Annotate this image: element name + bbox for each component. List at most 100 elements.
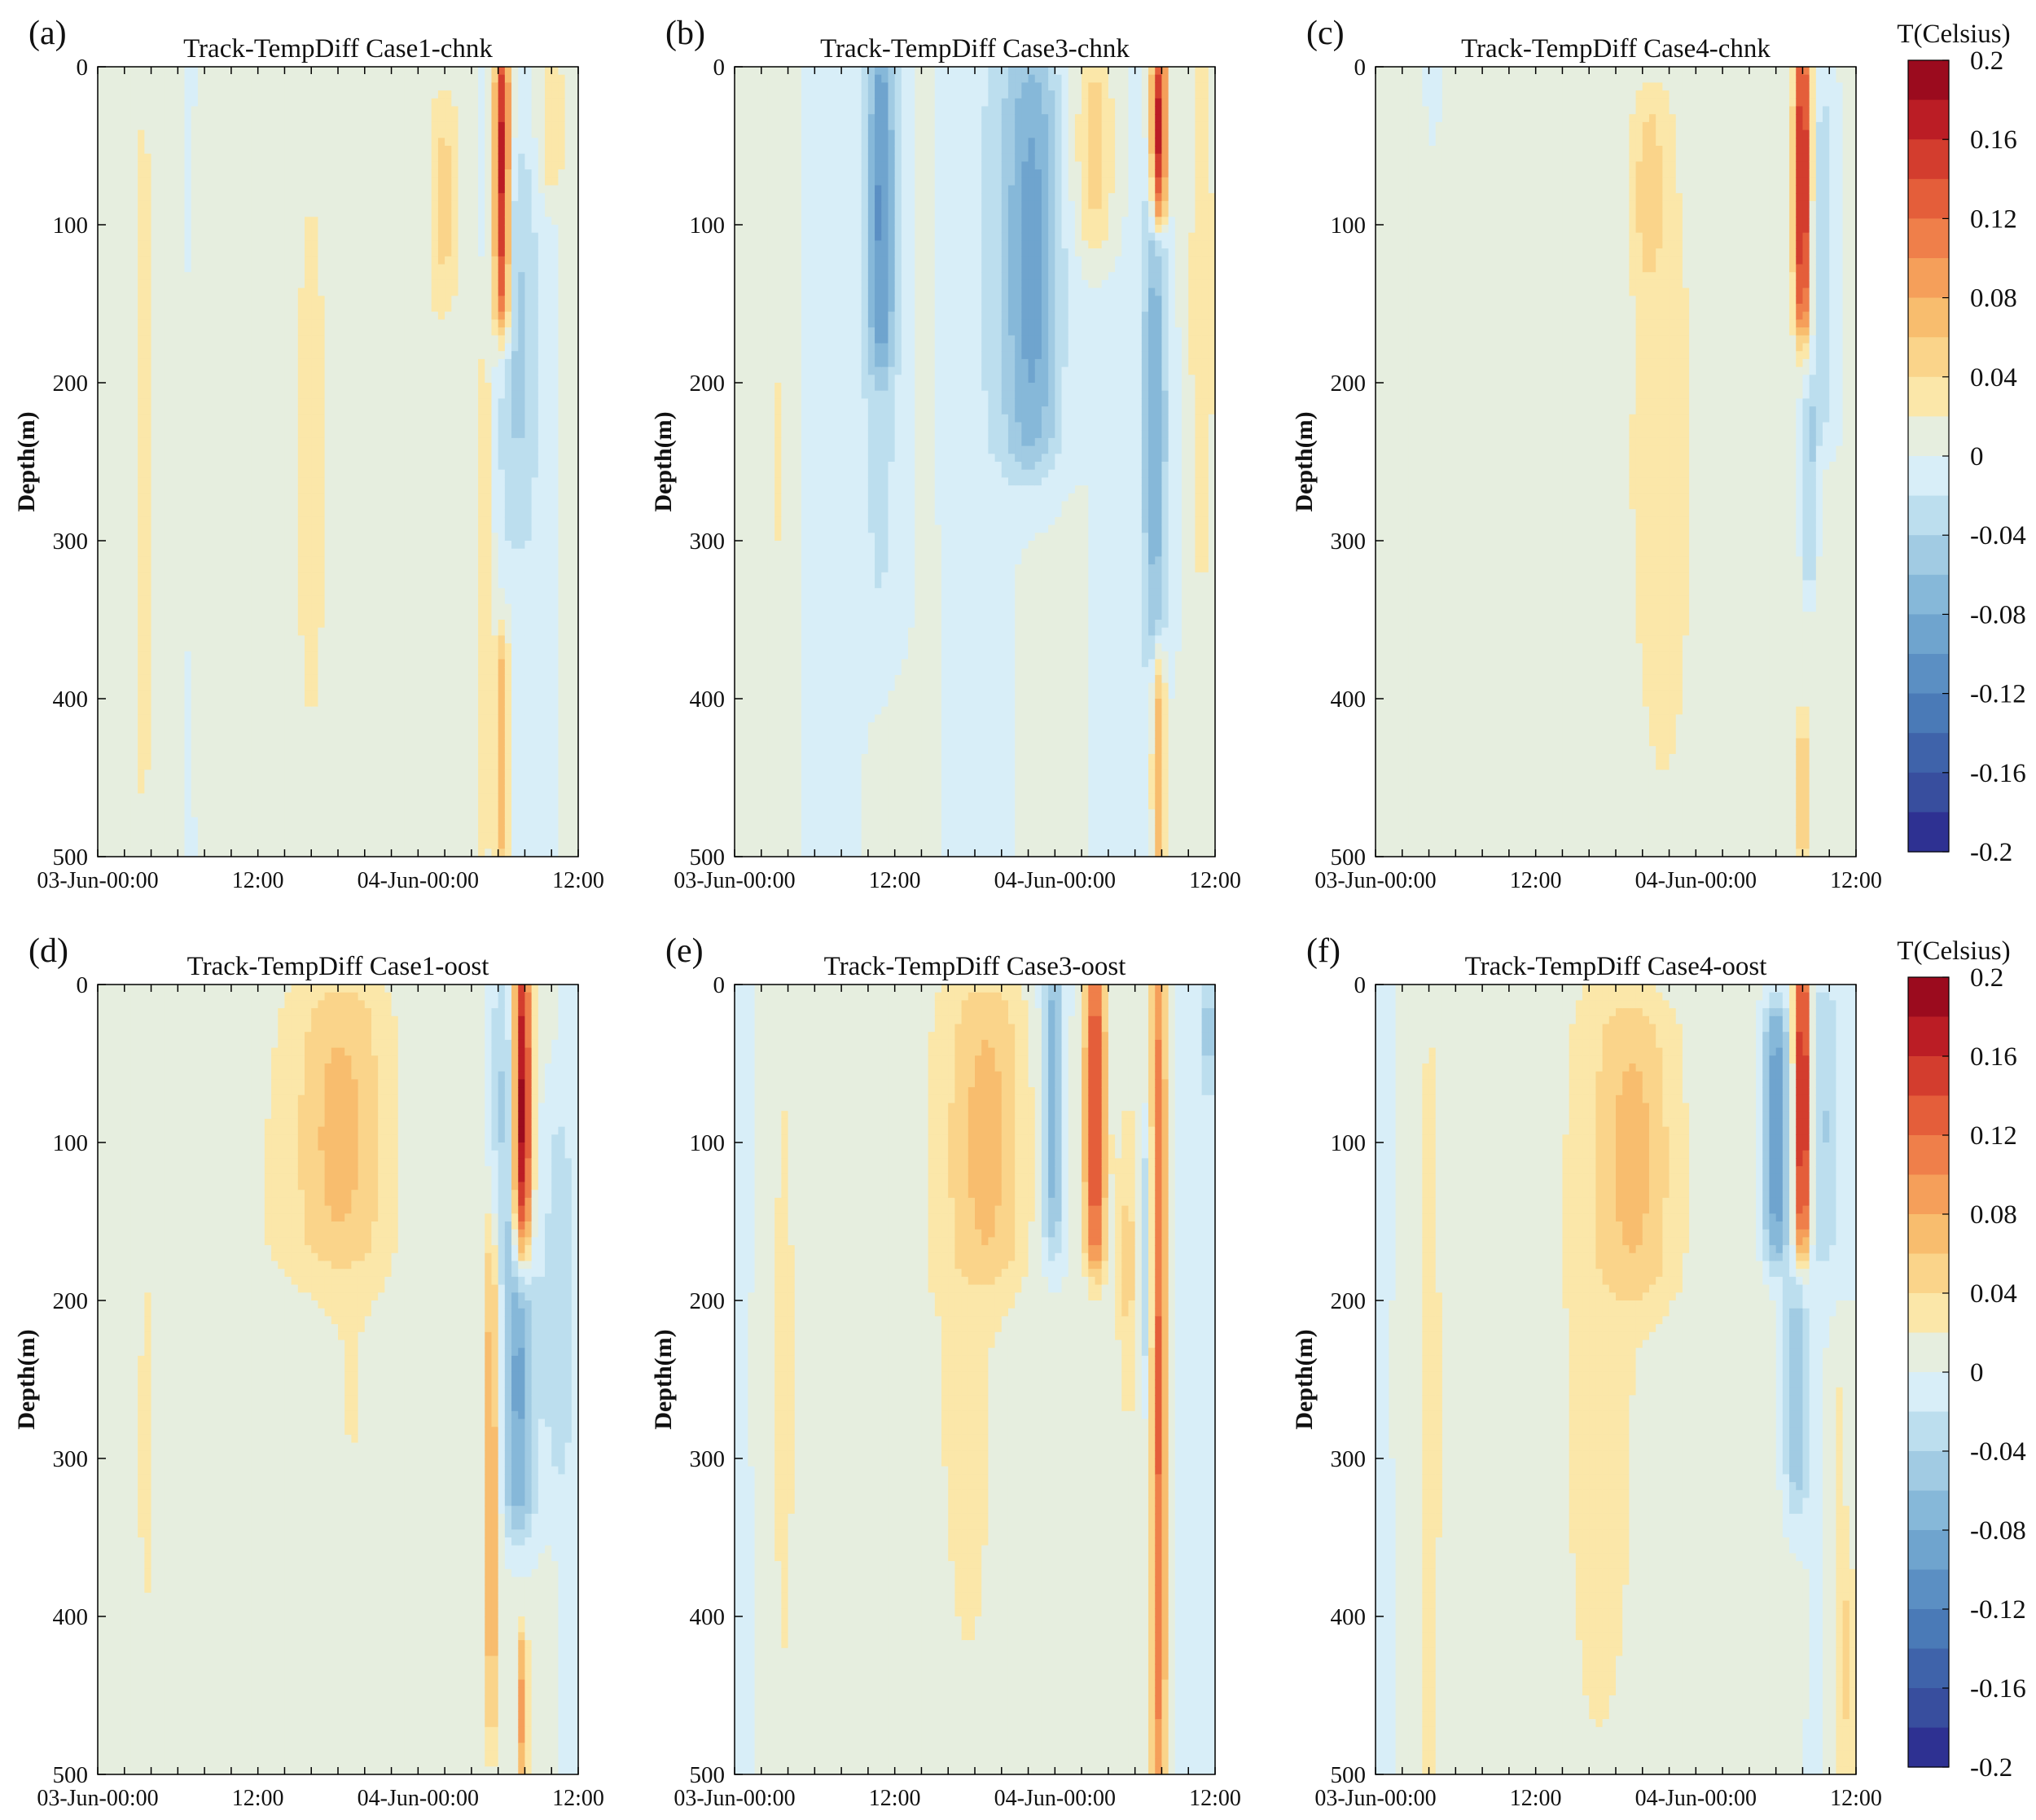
heatmap-cell (371, 138, 379, 147)
heatmap-cell (238, 493, 245, 502)
heatmap-cell (418, 493, 426, 502)
heatmap-cell (318, 146, 326, 155)
heatmap-cell (264, 343, 272, 352)
heatmap-cell (264, 272, 272, 281)
heatmap-cell (404, 114, 412, 123)
heatmap-cell (384, 524, 393, 533)
heatmap-cell (111, 153, 119, 162)
heatmap-cell (331, 556, 339, 565)
heatmap-cell (384, 153, 393, 162)
heatmap-cell (324, 208, 332, 217)
heatmap-cell (217, 311, 226, 320)
heatmap-cell (144, 706, 152, 715)
heatmap-cell (157, 90, 165, 99)
heatmap-cell (224, 849, 232, 857)
heatmap-cell (318, 358, 326, 368)
heatmap-cell (117, 232, 125, 241)
heatmap-cell (130, 256, 138, 265)
heatmap-cell (404, 319, 412, 328)
heatmap-cell (251, 161, 259, 170)
heatmap-cell (324, 785, 332, 794)
heatmap-cell (230, 264, 239, 273)
heatmap-cell (230, 106, 239, 115)
heatmap-cell (391, 627, 399, 636)
heatmap-cell (244, 643, 252, 652)
heatmap-cell (204, 620, 212, 629)
heatmap-cell (191, 603, 199, 612)
heatmap-cell (244, 335, 252, 344)
heatmap-cell (271, 193, 279, 202)
heatmap-cell (284, 74, 292, 83)
heatmap-cell (104, 208, 112, 217)
heatmap-cell (257, 264, 265, 273)
heatmap-cell (217, 580, 226, 589)
heatmap-cell (305, 493, 312, 502)
heatmap-cell (371, 287, 379, 296)
heatmap-cell (138, 106, 145, 115)
heatmap-cell (397, 445, 406, 454)
heatmap-cell (318, 706, 326, 715)
heatmap-cell (311, 730, 319, 739)
heatmap-cell (278, 121, 286, 131)
heatmap-cell (391, 264, 399, 273)
heatmap-cell (291, 603, 299, 612)
heatmap-cell (344, 90, 352, 99)
heatmap-cell (397, 501, 406, 510)
heatmap-cell (184, 343, 192, 352)
heatmap-cell (238, 161, 245, 170)
heatmap-cell (104, 90, 112, 99)
heatmap-cell (351, 469, 359, 478)
heatmap-cell (98, 738, 105, 747)
heatmap-cell (111, 627, 119, 636)
heatmap-cell (257, 161, 265, 170)
heatmap-cell (318, 699, 326, 708)
heatmap-cell (257, 840, 265, 849)
heatmap-cell (217, 477, 226, 486)
heatmap-cell (144, 667, 152, 676)
heatmap-cell (151, 761, 159, 770)
heatmap-cell (338, 770, 345, 778)
heatmap-cell (191, 82, 199, 91)
heatmap-cell (291, 82, 299, 91)
heatmap-cell (171, 753, 178, 763)
heatmap-cell (151, 225, 159, 234)
heatmap-cell (331, 746, 339, 755)
heatmap-cell (364, 627, 372, 636)
heatmap-cell (384, 240, 393, 249)
heatmap-cell (278, 185, 286, 194)
heatmap-cell (238, 651, 245, 660)
heatmap-cell (224, 595, 232, 605)
heatmap-cell (130, 699, 138, 708)
heatmap-cell (418, 406, 426, 415)
heatmap-cell (98, 469, 105, 478)
heatmap-cell (305, 335, 312, 344)
heatmap-cell (397, 129, 406, 138)
heatmap-cell (171, 437, 178, 447)
heatmap-cell (224, 659, 232, 668)
heatmap-cell (297, 746, 305, 755)
heatmap-cell (111, 351, 119, 360)
heatmap-cell (244, 548, 252, 557)
heatmap-cell (351, 817, 359, 826)
heatmap-cell (191, 272, 199, 281)
heatmap-cell (171, 501, 178, 510)
heatmap-cell (404, 524, 412, 533)
heatmap-cell (104, 564, 112, 573)
heatmap-cell (278, 691, 286, 699)
heatmap-cell (151, 699, 159, 708)
heatmap-cell (418, 177, 426, 186)
heatmap-cell (224, 296, 232, 305)
heatmap-cell (424, 548, 432, 557)
heatmap-cell (284, 279, 292, 289)
heatmap-cell (191, 595, 199, 605)
heatmap-cell (197, 327, 205, 336)
heatmap-cell (311, 651, 319, 660)
heatmap-cell (257, 722, 265, 731)
heatmap-cell (418, 714, 426, 723)
heatmap-cell (178, 643, 186, 652)
heatmap-cell (217, 706, 226, 715)
heatmap-cell (164, 533, 172, 542)
heatmap-cell (318, 422, 326, 431)
heatmap-cell (351, 272, 359, 281)
heatmap-cell (331, 832, 339, 842)
